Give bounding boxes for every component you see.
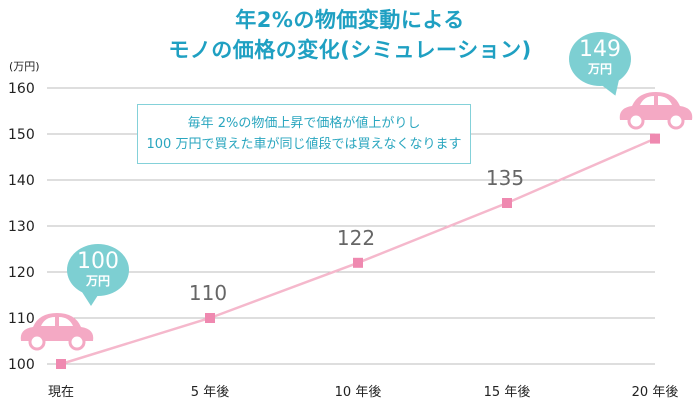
x-tick-label: 現在: [48, 385, 74, 400]
data-point: [56, 359, 66, 369]
y-tick-label: 130: [8, 219, 35, 235]
end-callout-unit: 万円: [587, 62, 612, 76]
data-label: 110: [189, 281, 227, 305]
data-label: 122: [337, 226, 375, 250]
x-tick-label: 20 年後: [632, 385, 679, 400]
y-tick-label: 160: [8, 81, 35, 97]
y-tick-label: 100: [8, 357, 35, 373]
y-tick-label: 110: [8, 311, 35, 327]
y-tick-label: 150: [8, 127, 35, 143]
y-axis-label: (万円): [9, 60, 40, 73]
chart-title-line2: モノの価格の変化(シミュレーション): [168, 38, 532, 62]
start-callout-tail: [82, 292, 100, 306]
x-tick-label: 5 年後: [191, 385, 229, 400]
data-point: [353, 257, 363, 268]
start-value-callout: 100 万円: [67, 244, 129, 296]
x-tick-label: 15 年後: [484, 385, 531, 400]
data-point: [650, 133, 660, 144]
data-point: [205, 313, 215, 323]
chart-title-line1: 年2%の物価変動による: [235, 8, 465, 32]
data-label: 135: [486, 166, 524, 190]
start-callout-unit: 万円: [85, 274, 110, 288]
x-tick-label: 10 年後: [335, 385, 382, 400]
end-callout-value: 149: [579, 37, 621, 62]
car-icon-end: [619, 92, 693, 130]
car-icon-start: [20, 313, 94, 351]
annotation-line2: 100 万円で買えた車が同じ値段では買えなくなります: [146, 137, 462, 152]
y-tick-label: 140: [8, 173, 35, 189]
start-callout-value: 100: [77, 249, 119, 274]
end-value-callout: 149 万円: [569, 32, 631, 86]
series-line: [60, 137, 656, 366]
annotation-line1: 毎年 2%の物価上昇で価格が値上がりし: [187, 116, 421, 131]
y-tick-label: 120: [8, 265, 35, 281]
data-point: [502, 198, 512, 208]
annotation-box: 毎年 2%の物価上昇で価格が値上がりし 100 万円で買えた車が同じ値段では買え…: [137, 104, 471, 164]
